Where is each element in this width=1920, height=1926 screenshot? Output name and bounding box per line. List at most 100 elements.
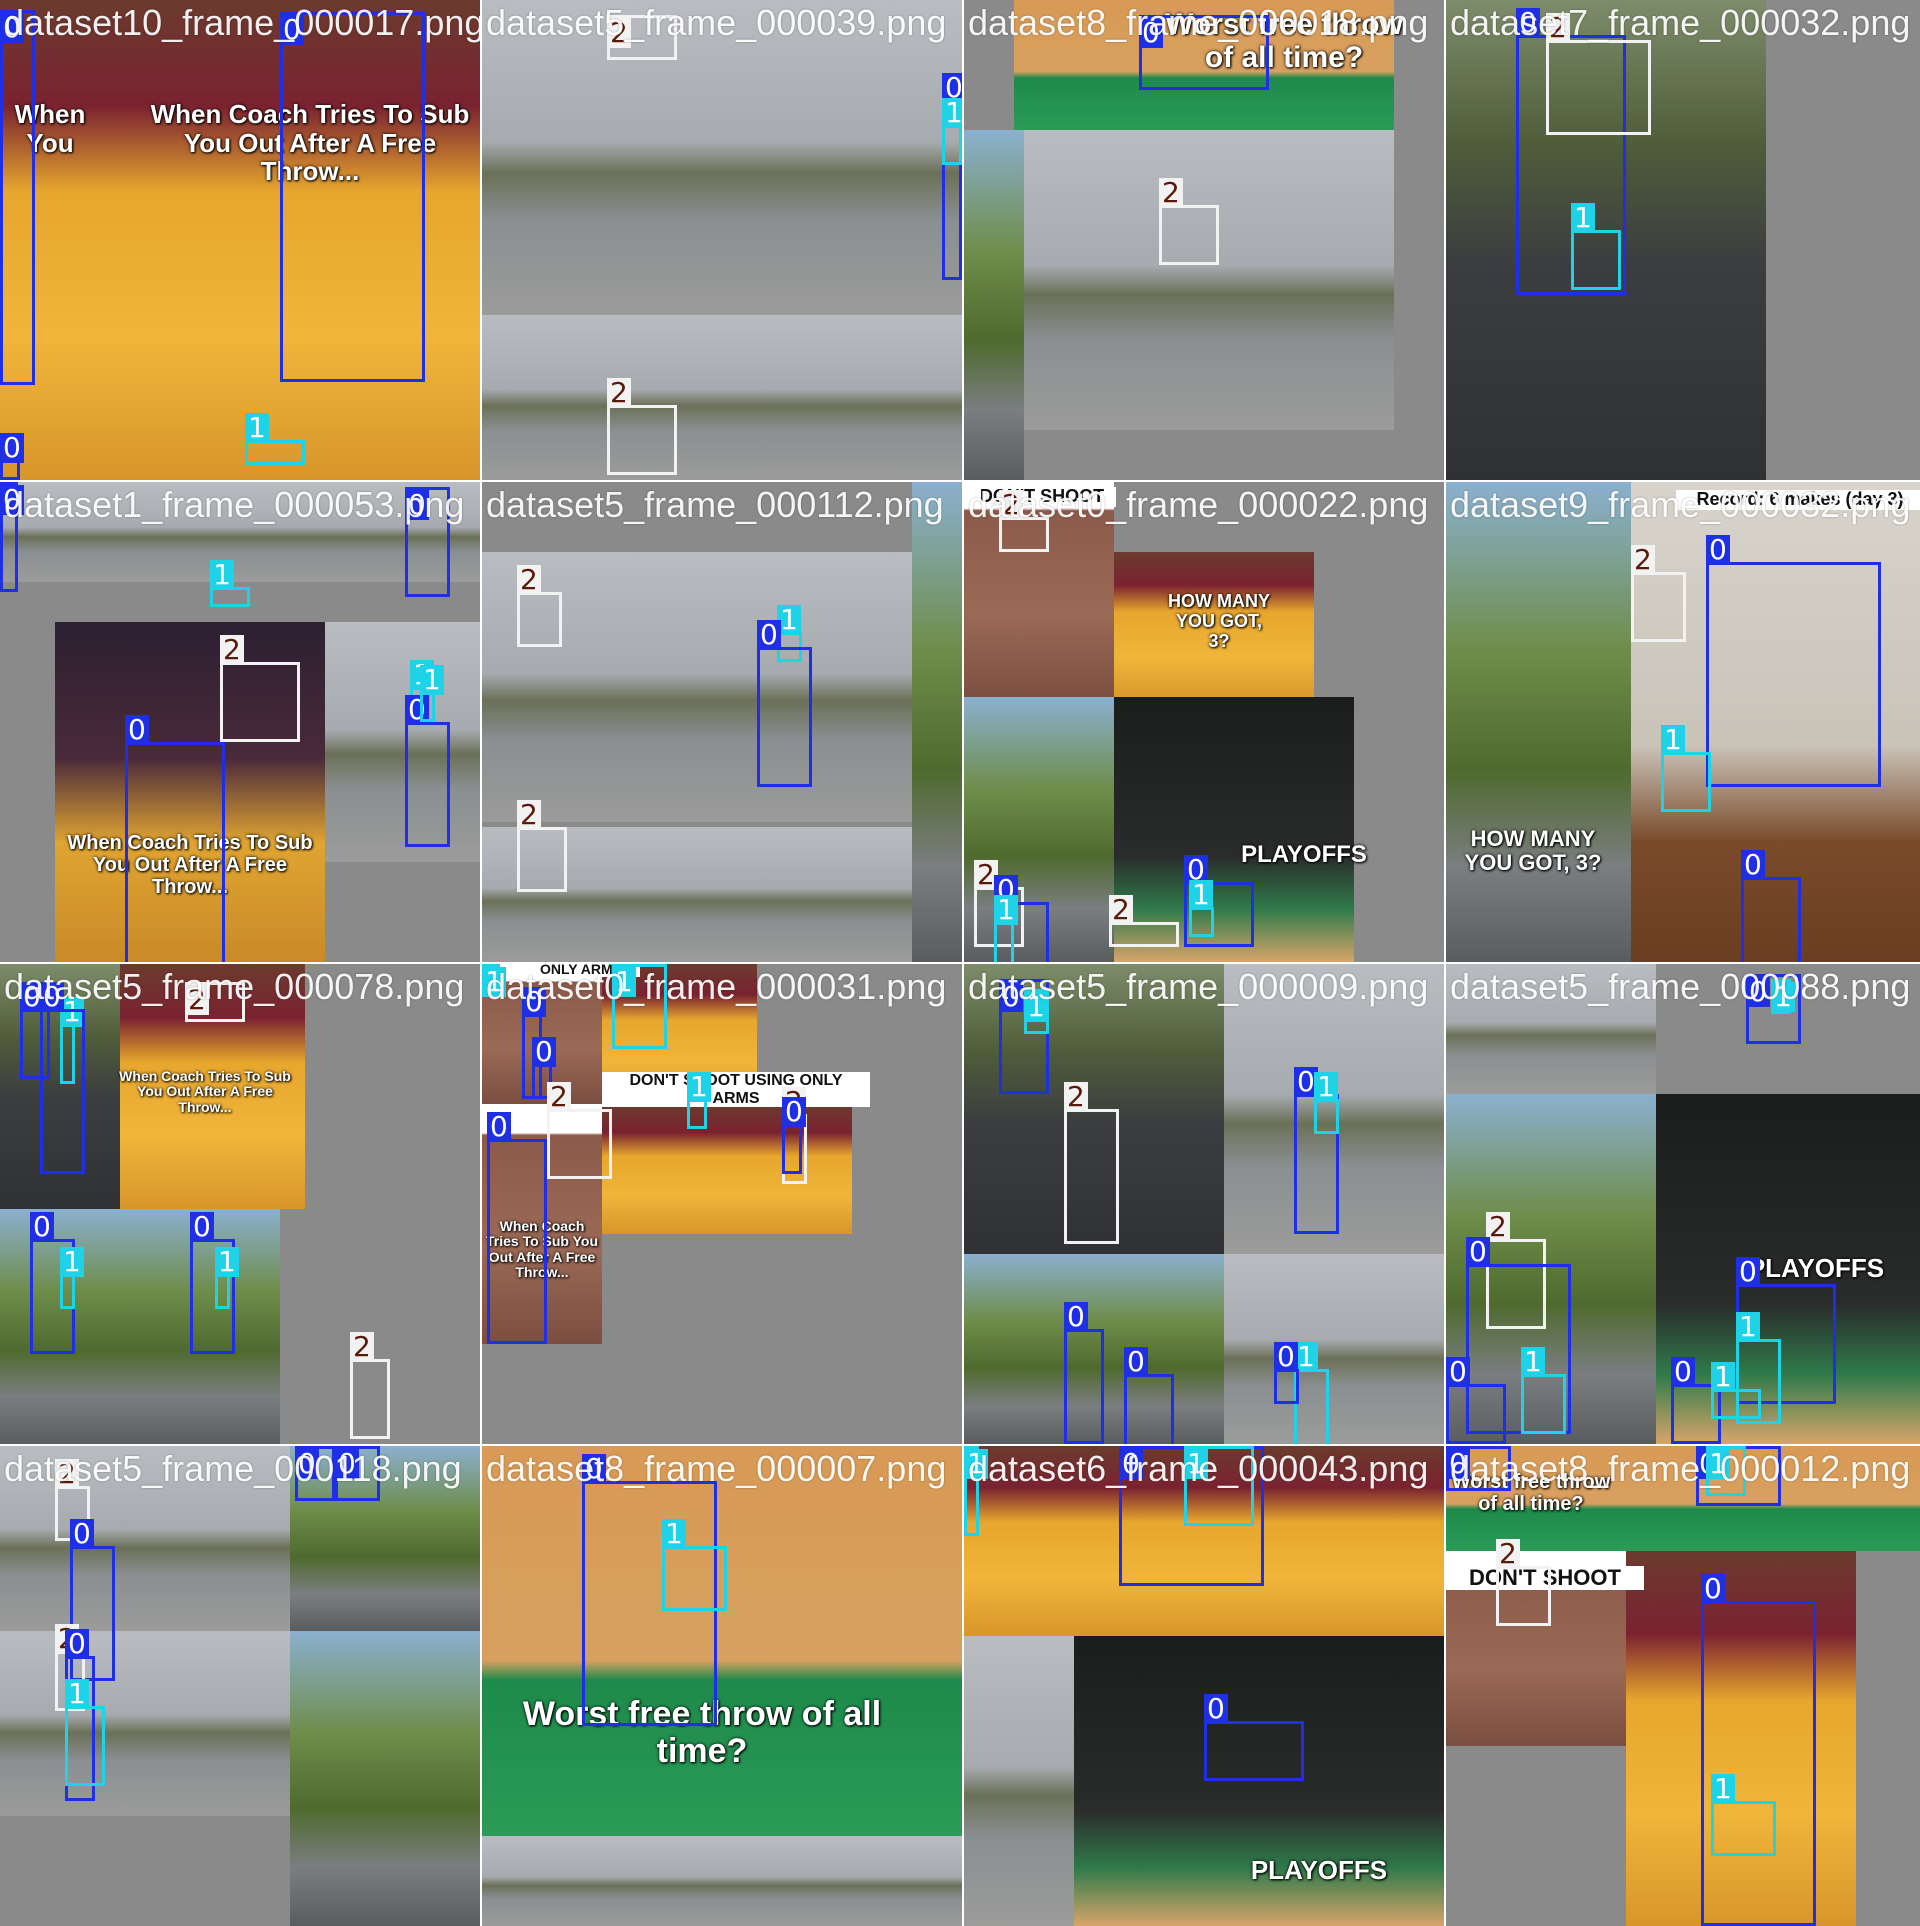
detection-class-label: 0	[999, 982, 1023, 1012]
detection-box-class-1: 1	[1024, 989, 1049, 1034]
detection-class-label: 2	[607, 378, 631, 408]
detection-class-label: 2	[220, 635, 244, 665]
scene-driveway	[1446, 0, 1766, 480]
detection-box-class-0: 0	[1741, 850, 1801, 962]
scene-building	[0, 1446, 290, 1631]
detection-class-label: 2	[350, 1332, 374, 1362]
mosaic-tile: 2 0 1 2 dataset5_frame_000039.png	[482, 0, 962, 480]
detection-class-label: 0	[335, 1449, 359, 1479]
detection-class-label: 0	[1204, 1694, 1228, 1724]
detection-class-label: 0	[1701, 1574, 1725, 1604]
detection-class-label: 0	[30, 1212, 54, 1242]
detection-box-class-2: 2	[220, 635, 300, 742]
mosaic-tile: When Coach Tries To Sub You Out After A …	[0, 482, 480, 962]
detection-box-class-1: 1	[612, 964, 667, 1049]
mosaic-tile: Record: 6 makes (day 3) HOW MANY YOU GOT,…	[1446, 482, 1920, 962]
detection-class-label: 0	[1466, 1237, 1490, 1267]
detection-class-label: 1	[245, 413, 269, 443]
scene-trees	[290, 1446, 480, 1631]
tile-filename: dataset8_frame_000007.png	[486, 1448, 947, 1489]
mosaic-tile: 2 1 0 2 dataset5_frame_000112.png	[482, 482, 962, 962]
detection-box-class-1: 1	[210, 560, 250, 607]
detection-box-class-0: 0	[1064, 1302, 1104, 1444]
detection-box-class-2: 2	[1064, 1082, 1119, 1244]
detection-class-label: 1	[1736, 1312, 1760, 1342]
tile-filename: dataset8_frame_000012.png	[1450, 1448, 1911, 1489]
detection-class-label: 0	[1184, 855, 1208, 885]
scene-building	[1224, 964, 1444, 1254]
detection-box-class-2: 2	[350, 1332, 390, 1439]
detection-class-label: 1	[1314, 1072, 1338, 1102]
detection-class-label: 0	[0, 13, 24, 43]
detection-class-label: 1	[60, 1247, 84, 1277]
detection-class-label: 1	[420, 665, 444, 695]
detection-box-class-2: 2	[1496, 1539, 1551, 1626]
scene-building	[325, 622, 480, 862]
detection-box-class-1: 1	[420, 665, 444, 722]
scene-trees	[964, 1254, 1224, 1444]
scene-brick	[482, 1104, 602, 1344]
detection-box-class-0: 0	[280, 12, 425, 382]
detection-class-label: 1	[1184, 1449, 1208, 1479]
detection-class-label: 2	[974, 860, 998, 890]
overlay-caption: DON'T SHOOT	[1446, 1565, 1644, 1591]
detection-class-label: 0	[1736, 1257, 1760, 1287]
detection-box-class-0: 0	[125, 715, 225, 962]
detection-class-label: 0	[757, 620, 781, 650]
detection-class-label: 0	[1274, 1342, 1298, 1372]
detection-box-class-1: 1	[65, 1679, 105, 1786]
detection-box-class-1: 1	[60, 1247, 84, 1309]
detection-box-class-1: 1	[1521, 1347, 1566, 1434]
detection-class-label: 2	[517, 800, 541, 830]
scene-trees	[912, 482, 962, 962]
detection-box-class-1: 1	[1771, 979, 1795, 1014]
detection-class-label: 0	[40, 982, 64, 1012]
scene-court	[602, 1104, 852, 1234]
scene-building	[1446, 964, 1656, 1094]
scene-trees	[964, 130, 1024, 480]
scene-green	[1014, 0, 1394, 130]
tile-filename: dataset5_frame_000078.png	[4, 966, 465, 1007]
scene-crowd	[1114, 697, 1354, 962]
tile-filename: dataset5_frame_000112.png	[486, 484, 944, 525]
scene-building	[482, 0, 962, 315]
detection-box-class-0: 0	[190, 1212, 235, 1354]
detection-class-label: 0	[1064, 1302, 1088, 1332]
overlay-caption: HOW MANY YOU GOT, 3?	[1168, 591, 1270, 651]
mosaic-tile: Worst free throw of all time? 0 2 dataset8_…	[964, 0, 1444, 480]
detection-box-class-1: 1	[215, 1247, 239, 1309]
detection-class-label: 0	[487, 1112, 511, 1142]
scene-trees	[964, 697, 1114, 962]
detection-class-label: 0	[1706, 535, 1730, 565]
detection-box-class-0: 0	[295, 1446, 335, 1501]
detection-class-label: 2	[1486, 1212, 1510, 1242]
detection-box-class-2: 2	[1546, 13, 1651, 135]
detection-class-label: 1	[1189, 880, 1213, 910]
detection-class-label: 1	[662, 1519, 686, 1549]
detection-class-label: 1	[1706, 1449, 1730, 1479]
overlay-caption: DON'T SHOOT USING ONLY ARMS	[602, 1072, 870, 1108]
scene-building	[1224, 1254, 1444, 1444]
scene-building	[482, 552, 912, 822]
detection-class-label: 0	[782, 1097, 806, 1127]
overlay-caption: PLAYOFFS	[1250, 1855, 1388, 1885]
detection-class-label: 0	[1446, 1357, 1470, 1387]
detection-box-class-2: 2	[974, 860, 1024, 947]
detection-class-label: 0	[190, 1212, 214, 1242]
mosaic-tile: 0 1 0 1 2 0 0 1 0 dataset5_frame_000009.png	[964, 964, 1444, 1444]
detection-class-label: 0	[280, 15, 304, 45]
detection-class-label: 1	[964, 1449, 988, 1479]
mosaic-tile: PLAYOFFS 0 1 2 0 1 0 1 0 0 1 dataset5_frame_000088.…	[1446, 964, 1920, 1444]
detection-class-label: 0	[295, 1449, 319, 1479]
detection-box-class-0: 0	[405, 487, 450, 597]
detection-class-label: 0	[522, 987, 546, 1017]
detection-box-class-0: 0	[1701, 1574, 1816, 1926]
detection-class-label: 2	[607, 18, 631, 48]
detection-class-label: 2	[1496, 1539, 1520, 1569]
mosaic-tile: Worst free throw of all time? 0 1 dataset8_…	[482, 1446, 962, 1926]
detection-box-class-1: 1	[245, 413, 305, 465]
detection-box-class-2: 2	[517, 800, 567, 892]
overlay-caption: Worst free throw of all time?	[1165, 8, 1403, 74]
tile-filename: dataset5_frame_000088.png	[1450, 966, 1911, 1007]
detection-class-label: 1	[215, 1247, 239, 1277]
